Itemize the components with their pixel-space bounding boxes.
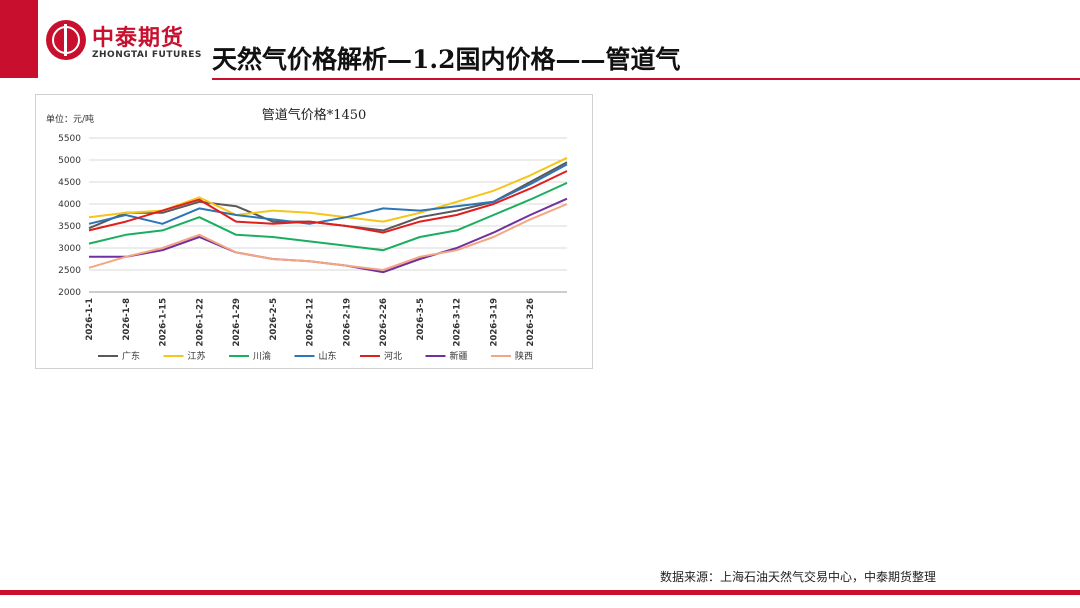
x-tick-label: 2026-2-19 <box>342 298 352 347</box>
company-logo: 中泰期货 ZHONGTAI FUTURES <box>46 20 201 66</box>
logo-english-name: ZHONGTAI FUTURES <box>92 50 202 60</box>
legend-label: 新疆 <box>450 350 468 362</box>
chart-panel: 管道气价格*1450 单位：元/吨 2000 2500 3000 3500 4000 4500… <box>35 94 593 369</box>
y-tick-label: 2500 <box>58 266 81 276</box>
y-tick-label: 3500 <box>58 222 81 232</box>
header-accent-bar <box>0 0 38 78</box>
series-line-川渝 <box>88 181 568 252</box>
x-tick-label: 2026-3-5 <box>416 298 426 341</box>
legend-label: 江苏 <box>188 350 206 362</box>
legend-label: 陕西 <box>515 350 533 362</box>
x-tick-label: 2026-3-26 <box>526 298 536 347</box>
data-source-note: 数据来源：上海石油天然气交易中心，中泰期货整理 <box>660 570 937 584</box>
legend-label: 河北 <box>384 350 402 362</box>
page-title: 天然气价格解析—1.2国内价格——管道气 <box>212 45 681 74</box>
x-tick-label: 2026-1-15 <box>159 298 169 347</box>
x-tick-label: 2026-1-29 <box>232 298 242 347</box>
y-tick-label: 4500 <box>58 178 81 188</box>
y-tick-label: 2000 <box>58 288 81 298</box>
logo-emblem-icon <box>46 20 86 60</box>
title-divider <box>212 78 1080 80</box>
logo-chinese-name: 中泰期货 <box>92 26 185 51</box>
chart-title: 管道气价格*1450 <box>262 107 367 123</box>
x-tick-label: 2026-3-12 <box>453 298 463 347</box>
legend-label: 广东 <box>122 350 140 362</box>
series-line-陕西 <box>88 203 568 271</box>
x-tick-label: 2026-1-22 <box>195 298 205 347</box>
x-tick-label: 2026-3-19 <box>489 298 499 347</box>
x-tick-label: 2026-2-26 <box>379 298 389 347</box>
x-tick-label: 2026-1-8 <box>122 298 132 341</box>
x-tick-label: 2026-2-12 <box>306 298 316 347</box>
y-tick-label: 3000 <box>58 244 81 254</box>
legend-label: 山东 <box>319 350 337 362</box>
unit-label: 单位：元/吨 <box>46 113 94 125</box>
x-tick-label: 2026-1-1 <box>85 298 95 341</box>
line-chart: 管道气价格*1450 单位：元/吨 2000 2500 3000 3500 4000 4500… <box>46 107 568 362</box>
series-line-山东 <box>88 163 568 225</box>
y-tick-label: 5500 <box>58 134 81 144</box>
legend-label: 川渝 <box>253 350 271 362</box>
y-tick-label: 5000 <box>58 156 81 166</box>
x-tick-label: 2026-2-5 <box>269 298 279 341</box>
series-line-河北 <box>88 170 568 234</box>
y-tick-label: 4000 <box>58 200 81 210</box>
footer-bar <box>0 590 1080 595</box>
